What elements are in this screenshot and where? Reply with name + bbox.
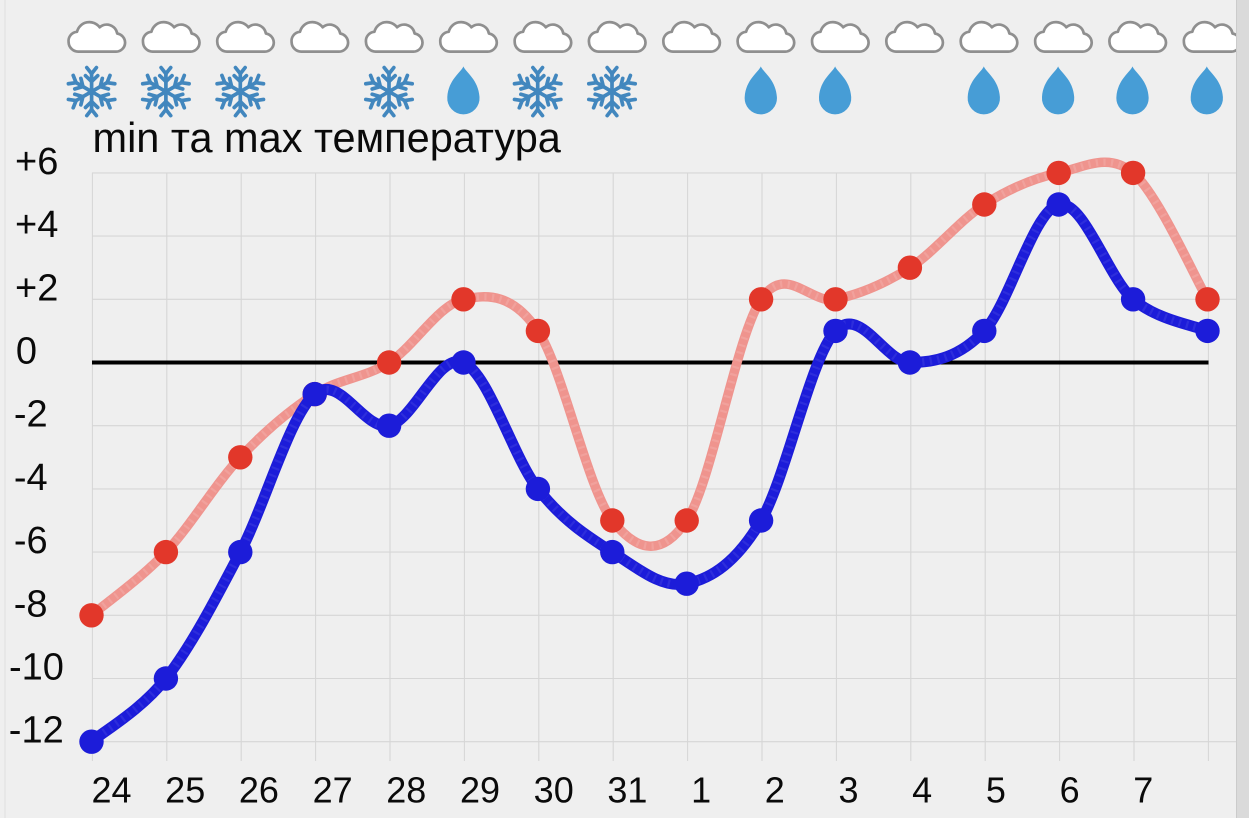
svg-text:30: 30 bbox=[534, 770, 574, 811]
svg-text:+4: +4 bbox=[15, 204, 58, 246]
svg-text:28: 28 bbox=[386, 770, 426, 811]
svg-text:1: 1 bbox=[691, 770, 711, 811]
svg-text:+2: +2 bbox=[15, 267, 58, 309]
svg-text:29: 29 bbox=[460, 770, 500, 811]
svg-text:6: 6 bbox=[1060, 770, 1080, 811]
svg-text:min та max температура: min та max температура bbox=[93, 114, 562, 161]
svg-text:0: 0 bbox=[16, 331, 37, 373]
svg-text:3: 3 bbox=[838, 770, 858, 811]
svg-text:+6: +6 bbox=[15, 141, 58, 183]
svg-text:25: 25 bbox=[165, 770, 205, 811]
svg-text:31: 31 bbox=[607, 770, 647, 811]
svg-text:2: 2 bbox=[765, 770, 785, 811]
svg-text:7: 7 bbox=[1133, 770, 1153, 811]
svg-text:-6: -6 bbox=[14, 520, 48, 562]
svg-text:-10: -10 bbox=[9, 647, 64, 689]
svg-text:27: 27 bbox=[313, 770, 353, 811]
svg-text:-12: -12 bbox=[9, 710, 64, 752]
svg-text:-4: -4 bbox=[14, 457, 48, 499]
svg-text:24: 24 bbox=[91, 770, 131, 811]
svg-text:-2: -2 bbox=[14, 394, 48, 436]
svg-text:4: 4 bbox=[912, 770, 932, 811]
svg-text:26: 26 bbox=[239, 770, 279, 811]
svg-text:-8: -8 bbox=[14, 583, 48, 625]
svg-text:5: 5 bbox=[986, 770, 1006, 811]
